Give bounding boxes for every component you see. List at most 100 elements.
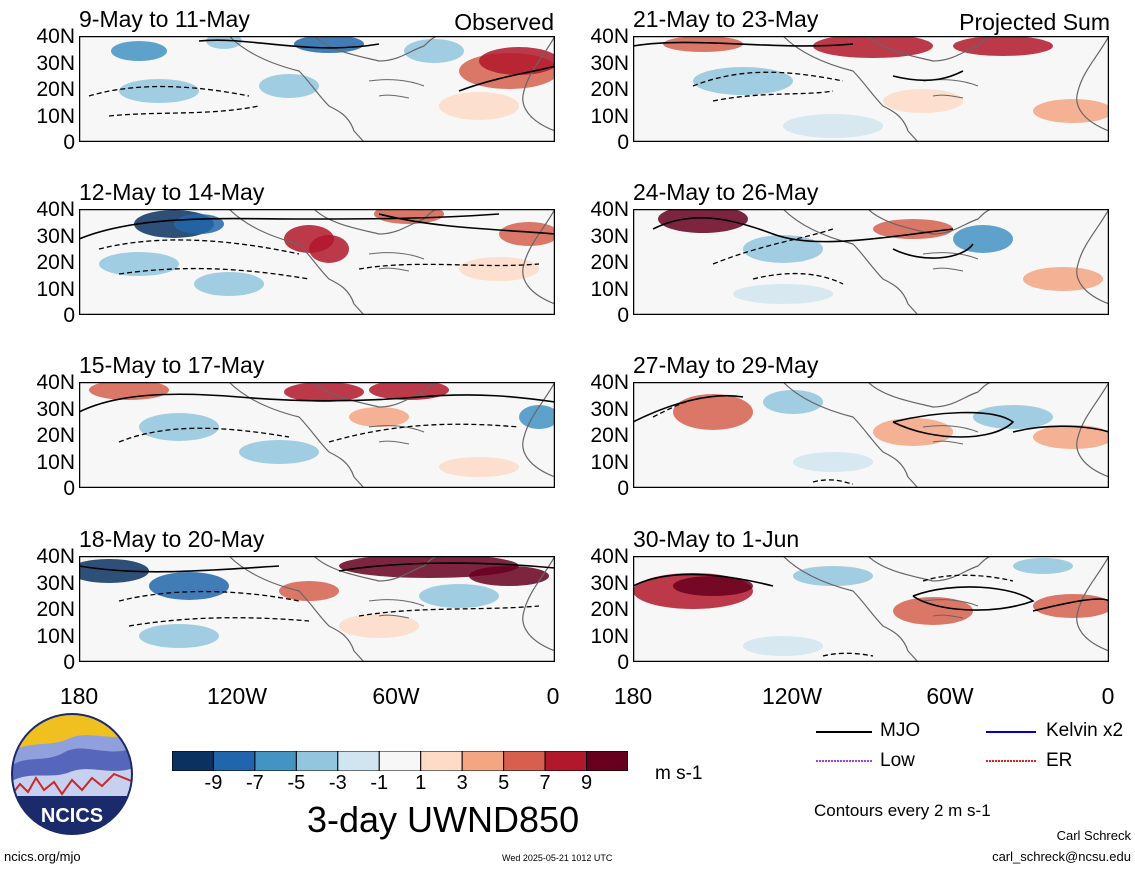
lat-label: 40N [36,371,75,394]
map-panel-obs-3 [79,382,555,488]
panel-title-proj-2: 24-May to 26-May [633,179,819,205]
legend-kelvin-label: Kelvin x2 [1046,720,1124,741]
colorbar-swatch [544,751,588,771]
map-panel-proj-3 [633,382,1109,488]
colorbar-tick: -1 [370,772,389,794]
colorbar-swatch [212,751,256,771]
lat-label: 40N [590,371,629,394]
projected-label: Projected Sum [959,9,1110,35]
colorbar-swatch [461,751,505,771]
colorbar-swatch [503,751,546,771]
map-panel-obs-1 [79,36,555,142]
lat-label: 40N [36,198,75,221]
lat-label: 40N [590,198,629,221]
colorbar-swatch [586,751,628,771]
colorbar-swatch [420,751,463,771]
legend-mjo-line [816,731,872,733]
lat-label: 40N [590,25,629,48]
colorbar-tick: -7 [246,772,264,794]
contour-note: Contours every 2 m s-1 [814,801,991,820]
lon-label-right-120w: 120W [761,683,823,709]
lat-label: 30N [590,51,629,75]
legend-low-label: Low [880,750,915,771]
lat-label: 10N [590,450,629,474]
lat-label: 10N [36,624,75,648]
lat-label: 30N [36,397,75,421]
lon-label-left-60w: 60W [372,683,420,709]
map-panel-proj-1 [633,36,1109,142]
colorbar-swatch [378,751,422,771]
footer-website: ncics.org/mjo [4,849,81,864]
units-label: m s-1 [655,763,703,784]
lat-label: 20N [36,78,75,101]
lat-label: 10N [590,624,629,648]
colorbar-tick: -9 [204,772,223,794]
legend-er-line [986,760,1036,762]
lat-label: 0 [63,131,75,154]
colorbar-tick: -5 [287,772,306,794]
lat-label: 20N [590,598,629,621]
lat-label: 20N [36,598,75,621]
lon-label-left-0: 0 [546,683,560,709]
legend-er-label: ER [1046,750,1073,771]
colorbar-tick: 1 [415,772,427,794]
panel-title-proj-4: 30-May to 1-Jun [633,526,800,552]
observed-label: Observed [454,9,554,35]
lat-label: 40N [36,545,75,568]
colorbar-tick: 9 [580,772,593,794]
lat-label: 0 [617,131,629,154]
map-panel-obs-2 [79,209,555,315]
footer-email: carl_schreck@ncsu.edu [992,849,1131,864]
lon-label-right-60w: 60W [926,683,974,709]
lat-label: 10N [590,277,629,301]
lat-label: 10N [590,104,629,128]
colorbar-title: 3-day UWND850 [307,799,580,840]
lat-label: 10N [36,104,75,128]
lat-label: 30N [590,571,629,595]
panel-title-obs-4: 18-May to 20-May [79,526,265,552]
logo-text: NCICS [41,805,103,827]
lat-label: 10N [36,277,75,301]
lat-label: 0 [63,651,75,674]
lat-label: 20N [590,424,629,447]
lon-label-right-180: 180 [613,683,653,709]
lat-label: 20N [36,251,75,274]
colorbar-tick: 7 [539,772,551,794]
lat-label: 0 [63,304,75,327]
colorbar [172,751,628,771]
colorbar-tick: 3 [456,772,468,794]
panel-title-proj-3: 27-May to 29-May [633,352,819,378]
ncics-logo: NCICS [11,713,133,835]
panel-title-obs-2: 12-May to 14-May [79,179,265,205]
panel-title-obs-1: 9-May to 11-May [79,6,250,32]
lat-label: 0 [617,304,629,327]
lat-label: 0 [617,477,629,500]
lat-label: 20N [36,424,75,447]
lat-label: 30N [36,224,75,248]
panel-title-proj-1: 21-May to 23-May [633,6,819,32]
lon-label-left-120w: 120W [206,683,268,709]
legend-mjo-label: MJO [880,720,921,741]
panel-title-obs-3: 15-May to 17-May [79,352,265,378]
lat-label: 20N [590,78,629,101]
colorbar-swatch [295,751,339,771]
footer-timestamp: Wed 2025-05-21 1012 UTC [502,853,613,863]
lat-label: 0 [617,651,629,674]
lat-label: 10N [36,450,75,474]
map-panel-obs-4 [79,556,555,662]
lat-label: 0 [63,477,75,500]
lat-label: 40N [36,25,75,48]
footer-author: Carl Schreck [1056,828,1131,843]
legend-kelvin-line [986,731,1036,733]
colorbar-swatch [254,751,297,771]
colorbar-tick: 5 [498,772,510,794]
lat-label: 40N [590,545,629,568]
lat-label: 20N [590,251,629,274]
lat-label: 30N [36,51,75,75]
map-panel-proj-2 [633,209,1109,315]
colorbar-tick: -3 [328,772,347,794]
lon-label-left-180: 180 [59,683,99,709]
colorbar-swatch [337,751,380,771]
lat-label: 30N [590,397,629,421]
colorbar-swatch [172,751,214,771]
